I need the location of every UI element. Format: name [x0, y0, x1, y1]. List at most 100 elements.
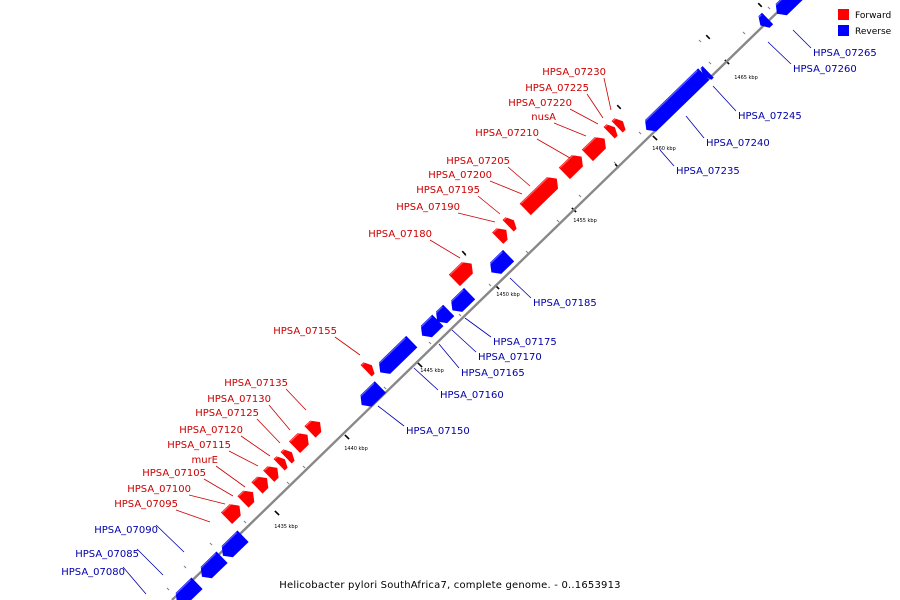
scale-label: 1450 kbp [496, 292, 520, 298]
reverse-gene-arrow[interactable] [755, 12, 774, 31]
reverse-gene-label[interactable]: HPSA_07080 [61, 567, 125, 578]
leader-line [413, 367, 439, 391]
forward-gene-arrow[interactable] [603, 121, 621, 139]
legend-forward-swatch [838, 9, 849, 20]
forward-gene-arrow[interactable] [263, 462, 283, 482]
forward-gene-label[interactable]: HPSA_07125 [195, 408, 259, 419]
forward-gene-arrow[interactable] [237, 486, 258, 508]
leader-line [767, 41, 792, 65]
reverse-gene-label[interactable]: HPSA_07090 [94, 525, 158, 536]
reverse-gene-label[interactable]: HPSA_07245 [738, 111, 802, 122]
forward-gene-label[interactable]: HPSA_07200 [428, 170, 492, 181]
forward-gene-label[interactable]: HPSA_07225 [525, 83, 589, 94]
legend-forward-label: Forward [855, 11, 891, 21]
forward-gene-arrow[interactable] [288, 429, 313, 454]
reverse-gene-label[interactable]: HPSA_07185 [533, 298, 597, 309]
forward-gene-arrow[interactable] [502, 214, 520, 232]
leader-line [175, 509, 211, 523]
leader-line [122, 566, 147, 595]
reverse-gene-arrow[interactable] [196, 551, 228, 583]
scale-label: 1465 kbp [734, 75, 758, 81]
leader-line [451, 329, 477, 353]
forward-gene-label[interactable]: HPSA_07100 [127, 484, 191, 495]
forward-gene-label[interactable]: nusA [531, 112, 556, 123]
forward-gene-arrow[interactable] [558, 151, 587, 180]
forward-gene-label[interactable]: HPSA_07220 [508, 98, 572, 109]
reverse-gene-arrow[interactable] [641, 68, 710, 135]
leader-line [155, 524, 185, 553]
reverse-gene-arrow[interactable] [217, 530, 249, 562]
forward-gene-label[interactable]: HPSA_07115 [167, 440, 231, 451]
forward-gene-label[interactable]: HPSA_07205 [446, 156, 510, 167]
forward-gene-arrow[interactable] [280, 446, 298, 464]
leader-line [603, 77, 612, 111]
legend: Forward Reverse [838, 9, 892, 37]
reverse-gene-label[interactable]: HPSA_07260 [793, 64, 857, 75]
forward-gene-arrow[interactable] [251, 472, 272, 494]
leader-line [240, 435, 271, 457]
forward-gene-arrow[interactable] [220, 500, 245, 525]
leader-line [256, 418, 281, 444]
gene-features [171, 0, 803, 600]
leader-line [712, 85, 737, 112]
reverse-gene-label[interactable]: HPSA_07235 [676, 166, 740, 177]
reverse-gene-label[interactable]: HPSA_07240 [706, 138, 770, 149]
leader-line [569, 108, 599, 125]
reverse-gene-arrow[interactable] [486, 249, 515, 278]
leader-line [438, 343, 460, 369]
forward-gene-arrow[interactable] [611, 115, 629, 133]
leader-line [203, 478, 234, 497]
gene-labels: HPSA_07230 HPSA_07225 HPSA_07220 nusA HPSA_0… [61, 48, 877, 578]
forward-gene-arrow[interactable] [448, 258, 477, 287]
legend-reverse-label: Reverse [855, 27, 892, 37]
forward-gene-label[interactable]: HPSA_07180 [368, 229, 432, 240]
reverse-gene-arrow[interactable] [171, 577, 203, 600]
forward-gene-arrow[interactable] [360, 359, 378, 377]
leader-line [334, 336, 361, 356]
forward-gene-label[interactable]: murE [191, 455, 218, 466]
leader-line [536, 138, 571, 159]
reverse-gene-label[interactable]: HPSA_07150 [406, 426, 470, 437]
forward-gene-label[interactable]: HPSA_07190 [396, 202, 460, 213]
forward-gene-label[interactable]: HPSA_07210 [475, 128, 539, 139]
reverse-gene-label[interactable]: HPSA_07165 [461, 368, 525, 379]
reverse-gene-label[interactable]: HPSA_07160 [440, 390, 504, 401]
leader-line [377, 405, 405, 427]
forward-gene-arrow[interactable] [492, 224, 512, 244]
reverse-gene-label[interactable]: HPSA_07170 [478, 352, 542, 363]
scale-label: 1455 kbp [573, 218, 597, 224]
forward-gene-label[interactable]: HPSA_07130 [207, 394, 271, 405]
scale-label: 1460 kbp [652, 146, 676, 152]
reverse-gene-arrow[interactable] [447, 287, 476, 316]
reverse-gene-label[interactable]: HPSA_07175 [493, 337, 557, 348]
reverse-gene-arrow[interactable] [432, 304, 455, 328]
forward-gene-arrow[interactable] [581, 133, 610, 162]
leader-line [489, 180, 523, 195]
leader-line [477, 195, 501, 215]
reverse-gene-label[interactable]: HPSA_07085 [75, 549, 139, 560]
forward-gene-label[interactable]: HPSA_07195 [416, 185, 480, 196]
forward-gene-label[interactable]: HPSA_07095 [114, 499, 178, 510]
forward-gene-label[interactable]: HPSA_07135 [224, 378, 288, 389]
reverse-gene-arrow[interactable] [375, 335, 418, 378]
leader-line [285, 388, 307, 411]
scale-label: 1435 kbp [274, 524, 298, 530]
leader-line [136, 548, 164, 576]
forward-gene-label[interactable]: HPSA_07155 [273, 326, 337, 337]
leader-line [188, 494, 226, 505]
forward-gene-arrow[interactable] [304, 416, 325, 438]
reverse-gene-arrow[interactable] [356, 381, 386, 411]
leader-line [507, 166, 531, 187]
forward-gene-label[interactable]: HPSA_07230 [542, 67, 606, 78]
forward-gene-arrow[interactable] [519, 173, 563, 216]
reverse-gene-arrow[interactable] [771, 0, 803, 19]
reverse-gene-arrow[interactable] [698, 66, 714, 82]
forward-gene-arrow[interactable] [273, 453, 291, 471]
forward-gene-label[interactable]: HPSA_07120 [179, 425, 243, 436]
label-leaders [122, 29, 812, 595]
leader-line [457, 212, 496, 223]
leader-line [268, 404, 291, 431]
reverse-gene-label[interactable]: HPSA_07265 [813, 48, 877, 59]
forward-gene-label[interactable]: HPSA_07105 [142, 468, 206, 479]
